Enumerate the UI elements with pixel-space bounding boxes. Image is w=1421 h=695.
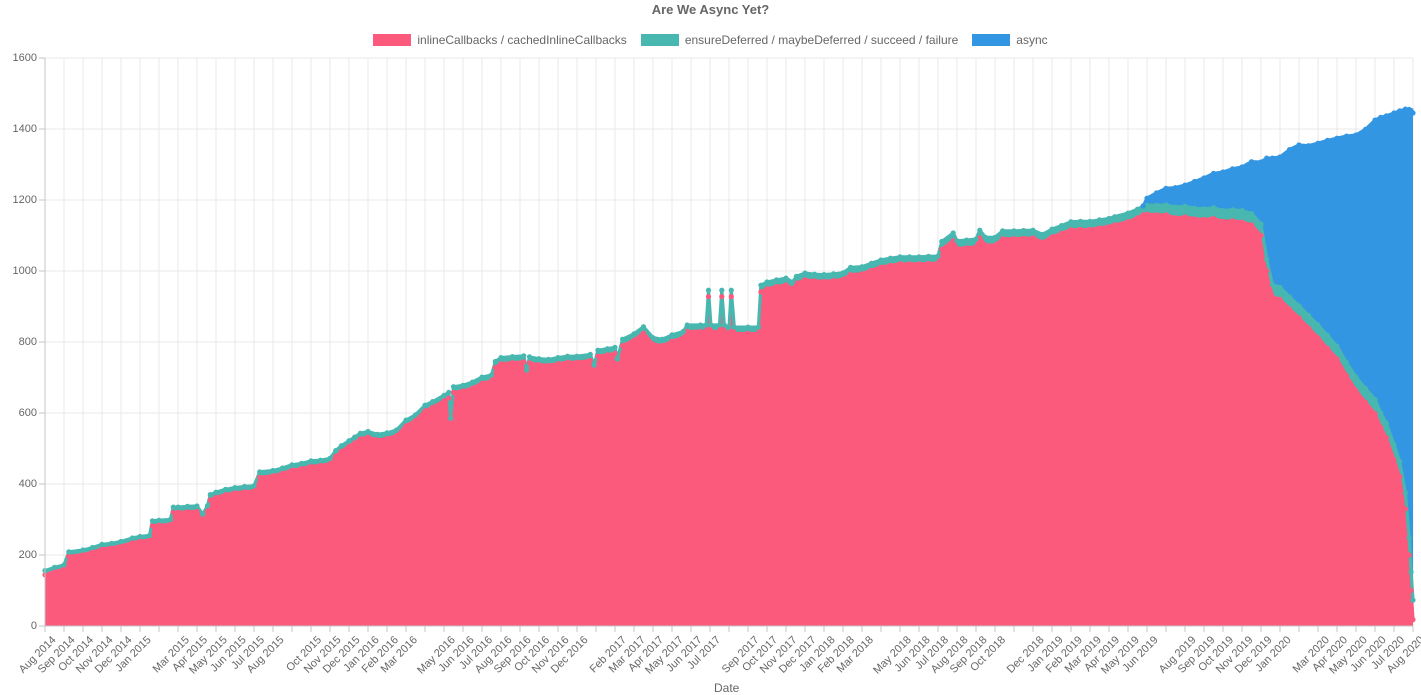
y-tick-label: 1000	[12, 264, 37, 277]
legend-swatch-async	[972, 34, 1011, 46]
legend-item-async[interactable]: async	[972, 33, 1048, 47]
legend-label-ensuredeferred: ensureDeferred / maybeDeferred / succeed…	[684, 33, 959, 47]
legend-swatch-inlinecallbacks	[373, 34, 412, 46]
y-tick-label: 0	[30, 619, 37, 632]
y-tick-label: 1200	[12, 193, 37, 206]
y-tick-label: 1400	[12, 122, 37, 135]
x-axis-title: Date	[714, 681, 740, 695]
legend: inlineCallbacks / cachedInlineCallbacks …	[0, 33, 1421, 47]
y-tick-label: 200	[18, 548, 37, 561]
legend-swatch-ensuredeferred	[640, 34, 679, 46]
chart-title: Are We Async Yet?	[651, 2, 770, 17]
legend-item-inlinecallbacks[interactable]: inlineCallbacks / cachedInlineCallbacks	[373, 33, 627, 47]
y-tick-label: 400	[18, 477, 37, 490]
y-tick-label: 1600	[12, 51, 37, 64]
y-tick-label: 800	[18, 335, 37, 348]
legend-label-async: async	[1016, 33, 1048, 47]
legend-item-ensuredeferred[interactable]: ensureDeferred / maybeDeferred / succeed…	[640, 33, 959, 47]
y-tick-label: 600	[18, 406, 37, 419]
legend-label-inlinecallbacks: inlineCallbacks / cachedInlineCallbacks	[417, 33, 627, 47]
